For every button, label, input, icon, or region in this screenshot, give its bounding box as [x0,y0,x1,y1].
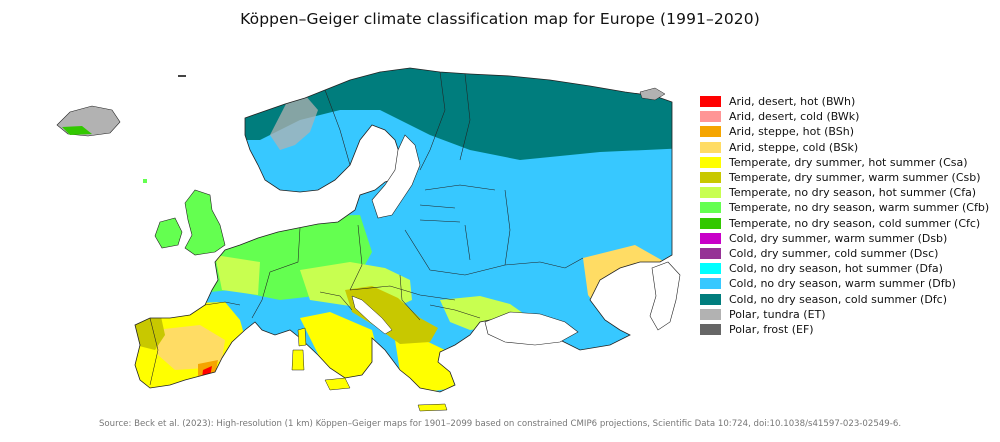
legend-swatch [700,156,721,168]
legend-label: Cold, no dry season, cold summer (Dfc) [729,292,948,306]
sicily [324,377,351,391]
caspian-sea [649,261,681,331]
legend-label: Polar, frost (EF) [729,322,814,336]
legend-item: Cold, no dry season, hot summer (Dfa) [700,261,989,276]
sardinia [291,349,305,371]
black-sea [484,311,579,346]
legend-swatch [700,278,721,290]
great-britain [184,189,226,256]
legend-label: Temperate, no dry season, cold summer (C… [729,216,981,230]
legend-swatch [700,141,721,153]
legend-item: Arid, steppe, cold (BSk) [700,140,989,155]
map-title: Köppen–Geiger climate classification map… [240,10,760,28]
legend-label: Temperate, dry summer, warm summer (Csb) [729,171,981,185]
legend-item: Cold, no dry season, cold summer (Dfc) [700,291,989,306]
legend-item: Temperate, dry summer, hot summer (Csa) [700,155,989,170]
adriatic-sea [351,295,393,335]
legend-item: Temperate, no dry season, cold summer (C… [700,216,989,231]
legend-label: Arid, steppe, cold (BSk) [729,140,859,154]
legend-item: Cold, dry summer, warm summer (Dsb) [700,231,989,246]
legend-swatch [700,232,721,244]
legend-swatch [700,96,721,108]
legend-label: Polar, tundra (ET) [729,307,826,321]
legend-item: Polar, tundra (ET) [700,307,989,322]
legend-item: Temperate, dry summer, warm summer (Csb) [700,170,989,185]
legend-swatch [700,308,721,320]
legend-label: Arid, desert, cold (BWk) [729,110,860,124]
legend-label: Arid, desert, hot (BWh) [729,95,856,109]
legend-label: Cold, dry summer, warm summer (Dsb) [729,231,948,245]
greenland-fragment [178,75,186,77]
source-citation: Source: Beck et al. (2023): High-resolut… [98,419,902,429]
legend-swatch [700,202,721,214]
legend-label: Cold, no dry season, warm summer (Dfb) [729,277,956,291]
legend-item: Arid, desert, cold (BWk) [700,109,989,124]
legend-label: Cold, dry summer, cold summer (Dsc) [729,246,939,260]
corsica [297,327,307,347]
ireland [154,217,183,249]
legend-swatch [700,126,721,138]
crete [417,403,448,412]
legend-item: Cold, no dry season, warm summer (Dfb) [700,276,989,291]
legend-item: Temperate, no dry season, warm summer (C… [700,200,989,215]
iceland-south-coast [62,126,92,135]
legend-swatch [700,293,721,305]
legend-swatch [700,217,721,229]
legend: Arid, desert, hot (BWh) Arid, desert, col… [700,94,989,337]
faroe-islands [143,179,147,183]
legend-swatch [700,111,721,123]
legend-label: Cold, no dry season, hot summer (Dfa) [729,262,943,276]
legend-label: Temperate, no dry season, warm summer (C… [729,201,990,215]
legend-item: Temperate, no dry season, hot summer (Cf… [700,185,989,200]
legend-swatch [700,263,721,275]
legend-item: Arid, steppe, hot (BSh) [700,124,989,139]
country-borders [149,71,584,386]
legend-swatch [700,323,721,335]
legend-item: Arid, desert, hot (BWh) [700,94,989,109]
arctic-island [639,87,666,101]
baltic-sea [371,134,421,219]
legend-label: Temperate, no dry season, hot summer (Cf… [729,186,977,200]
legend-item: Polar, frost (EF) [700,322,989,337]
legend-swatch [700,187,721,199]
legend-swatch [700,172,721,184]
legend-label: Temperate, dry summer, hot summer (Csa) [729,155,968,169]
legend-label: Arid, steppe, hot (BSh) [729,125,855,139]
legend-item: Cold, dry summer, cold summer (Dsc) [700,246,989,261]
legend-swatch [700,247,721,259]
